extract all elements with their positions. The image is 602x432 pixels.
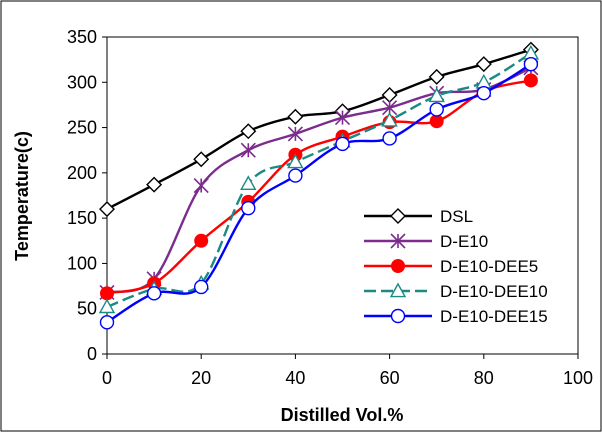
legend-marker — [391, 259, 405, 273]
legend-item: D-E10-DEE15 — [364, 307, 548, 326]
series-d-e10-dee5 — [100, 73, 538, 301]
series-line — [106, 79, 532, 295]
series-layer — [98, 41, 540, 330]
x-tick-label: 60 — [380, 368, 400, 388]
legend-marker — [390, 308, 406, 324]
y-tick-label: 250 — [67, 118, 97, 138]
x-tick-label: 0 — [102, 368, 112, 388]
series-line — [106, 63, 532, 324]
data-point — [100, 286, 114, 301]
legend-label: D-E10-DEE10 — [440, 282, 548, 301]
data-point — [146, 176, 163, 193]
data-point — [335, 136, 350, 152]
data-point — [146, 286, 162, 301]
data-point — [240, 142, 256, 158]
y-tick-label: 200 — [67, 163, 97, 183]
data-point — [193, 279, 209, 295]
legend: DSL D-E10 D-E10-DEE5 D-E10-DEE10 D-E10-DEE15 — [364, 207, 548, 326]
data-point — [194, 233, 209, 248]
data-point — [429, 114, 444, 129]
y-tick-label: 0 — [87, 344, 97, 364]
y-tick-label: 300 — [67, 72, 97, 92]
data-point — [475, 56, 492, 73]
y-tick-label: 50 — [77, 299, 97, 319]
data-point — [99, 201, 115, 218]
legend-marker — [390, 233, 406, 249]
legend-marker — [390, 208, 406, 224]
legend-label: D-E10-DEE5 — [440, 257, 538, 276]
data-point — [429, 102, 444, 117]
data-point — [428, 68, 445, 85]
data-point — [428, 87, 445, 103]
x-axis-ticks: 0 20 40 60 80 100 — [102, 354, 593, 388]
data-point — [523, 73, 538, 88]
data-point — [193, 177, 209, 194]
data-point — [240, 175, 257, 191]
x-tick-label: 20 — [191, 368, 211, 388]
data-point — [287, 108, 304, 125]
y-tick-label: 350 — [67, 27, 97, 47]
legend-label: D-E10 — [440, 232, 488, 251]
x-tick-label: 40 — [285, 368, 305, 388]
x-axis-title: Distilled Vol.% — [281, 405, 404, 425]
series-line — [106, 52, 532, 309]
data-point — [99, 315, 115, 330]
data-point — [334, 110, 351, 126]
x-tick-label: 100 — [563, 368, 593, 388]
data-point — [287, 153, 304, 169]
data-point — [241, 200, 256, 216]
y-axis-title: Temperature(c) — [12, 131, 32, 261]
data-point — [382, 131, 397, 146]
series-dsl — [99, 41, 539, 218]
data-point — [523, 56, 539, 72]
series-d-e10-dee15 — [99, 56, 539, 330]
data-point — [287, 126, 303, 142]
data-point — [240, 123, 257, 140]
data-point — [193, 151, 210, 168]
legend-label: D-E10-DEE15 — [440, 307, 548, 326]
legend-marker — [389, 282, 407, 298]
legend-item: D-E10 — [364, 232, 488, 251]
legend-box — [356, 200, 570, 350]
data-point — [98, 298, 116, 314]
series-line — [106, 48, 532, 211]
data-point — [476, 85, 491, 101]
data-point — [381, 111, 398, 127]
legend-item: D-E10-DEE5 — [364, 257, 538, 276]
legend-item: D-E10-DEE10 — [364, 282, 548, 301]
y-tick-label: 150 — [67, 208, 97, 228]
x-tick-label: 80 — [474, 368, 494, 388]
y-axis-ticks: 0 50 100 150 200 250 300 350 — [67, 27, 107, 364]
y-tick-label: 100 — [67, 253, 97, 273]
series-line — [106, 66, 532, 294]
legend-item: DSL — [364, 207, 473, 226]
legend-label: DSL — [440, 207, 473, 226]
data-point — [288, 168, 303, 183]
